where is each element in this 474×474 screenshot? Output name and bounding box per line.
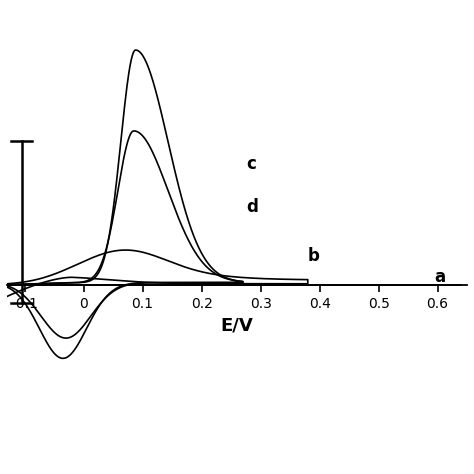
X-axis label: E/V: E/V xyxy=(220,316,254,334)
Text: c: c xyxy=(246,155,256,173)
Text: a: a xyxy=(435,268,446,286)
Text: d: d xyxy=(246,198,258,216)
Text: b: b xyxy=(308,247,319,265)
